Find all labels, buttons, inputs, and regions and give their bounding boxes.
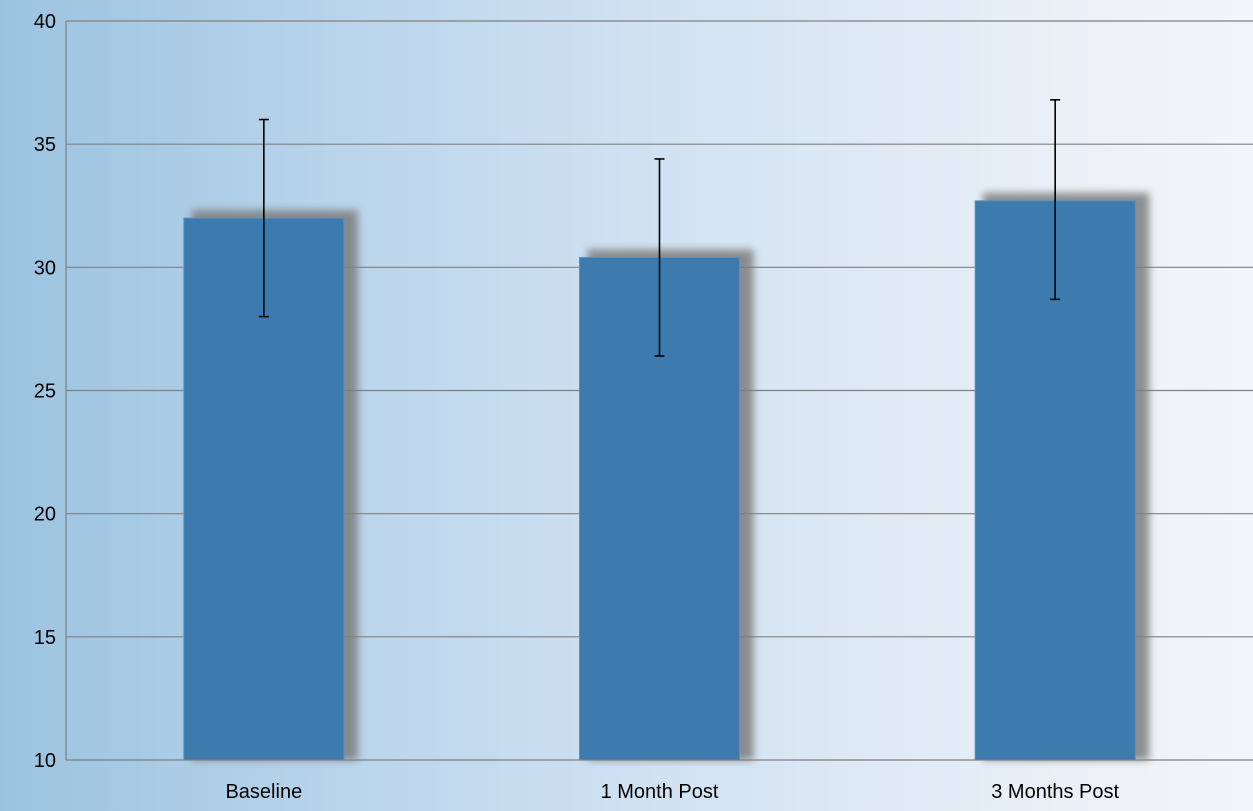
x-tick-label: 1 Month Post bbox=[601, 781, 719, 803]
axes bbox=[65, 21, 1253, 761]
y-tick-label: 40 bbox=[34, 11, 56, 33]
y-tick-label: 25 bbox=[34, 381, 56, 403]
x-axis-tick-labels: Baseline 1 Month Post 3 Months Post bbox=[225, 781, 1119, 803]
x-tick-label: 3 Months Post bbox=[991, 781, 1119, 803]
y-tick-label: 15 bbox=[34, 627, 56, 649]
error-bars bbox=[258, 99, 1061, 357]
y-tick-label: 30 bbox=[34, 257, 56, 279]
error-bar bbox=[1050, 99, 1061, 301]
x-tick-label: Baseline bbox=[225, 781, 302, 803]
y-tick-label: 35 bbox=[34, 134, 56, 156]
error-bar bbox=[258, 118, 269, 318]
y-tick-label: 20 bbox=[34, 504, 56, 526]
bars bbox=[183, 200, 1136, 761]
error-bar bbox=[654, 158, 665, 357]
y-axis-tick-labels: 10 15 20 25 30 35 40 bbox=[34, 11, 56, 772]
y-tick-label: 10 bbox=[34, 750, 56, 772]
